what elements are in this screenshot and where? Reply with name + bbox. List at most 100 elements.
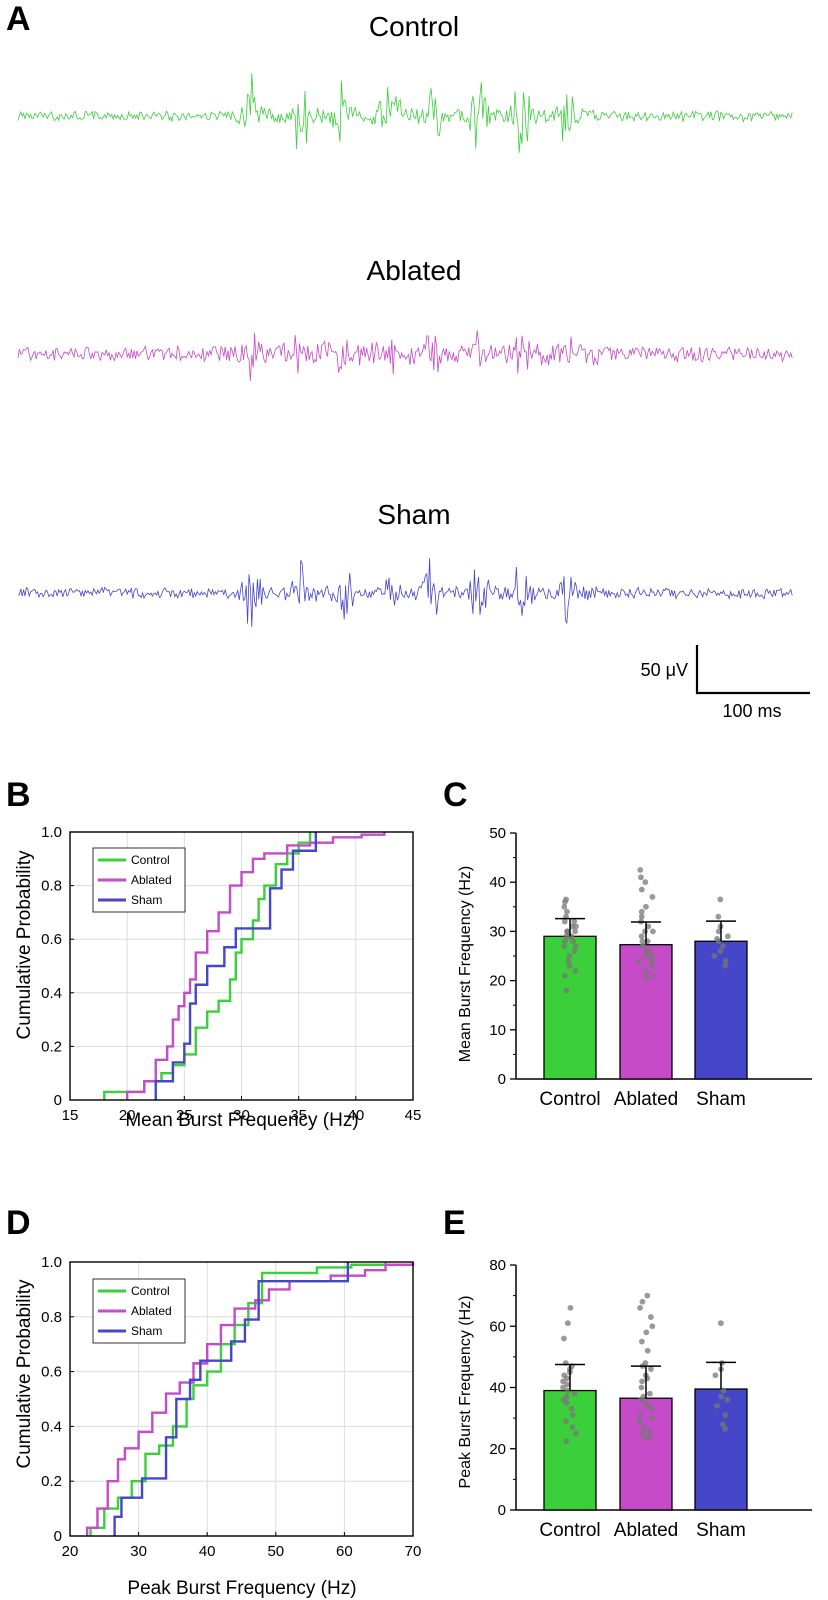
- e-point-ablated: [640, 1424, 647, 1431]
- e-category-label: Control: [539, 1520, 600, 1541]
- d-series-sham: [113, 1262, 350, 1536]
- e-point-control: [571, 1390, 578, 1397]
- c-point-sham: [722, 962, 729, 969]
- c-point-ablated: [642, 879, 649, 886]
- c-point-ablated: [636, 958, 643, 964]
- c-point-ablated: [639, 938, 646, 945]
- e-point-ablated: [638, 1338, 645, 1345]
- b-series-control: [103, 832, 312, 1100]
- b-y-tick-label: 1.0: [41, 824, 62, 841]
- trace-title-control: Control: [369, 11, 459, 42]
- e-point-ablated: [636, 1412, 643, 1418]
- e-point-ablated: [637, 1304, 643, 1311]
- b-y-tick-label: 0.4: [41, 985, 62, 1002]
- c-point-ablated: [638, 908, 645, 915]
- e-point-control: [563, 1438, 570, 1444]
- c-y-tick-label: 10: [489, 1022, 506, 1039]
- d-x-axis-label: Peak Burst Frequency (Hz): [127, 1578, 356, 1599]
- d-legend-label-sham: Sham: [131, 1324, 162, 1338]
- c-point-ablated: [637, 867, 644, 873]
- c-point-control: [571, 948, 578, 954]
- e-point-sham: [722, 1425, 728, 1432]
- e-point-ablated: [639, 1298, 646, 1305]
- d-x-tick-label: 40: [199, 1543, 216, 1560]
- d-x-tick-label: 70: [405, 1543, 422, 1560]
- e-point-ablated: [646, 1390, 653, 1397]
- e-point-control: [569, 1424, 576, 1431]
- d-y-tick-label: 1.0: [41, 1254, 62, 1271]
- c-point-ablated: [642, 928, 648, 935]
- panel-a: A Control Ablated Sham 50 μV 100 ms: [6, 0, 810, 721]
- e-y-tick-label: 40: [489, 1380, 506, 1397]
- e-point-sham: [722, 1412, 729, 1418]
- b-x-tick-label: 15: [62, 1107, 79, 1124]
- d-series: [85, 1262, 415, 1536]
- c-bar-sham: [694, 940, 748, 1080]
- b-x-tick-label: 25: [176, 1107, 193, 1124]
- c-category-label: Ablated: [614, 1089, 678, 1110]
- e-y-tick-label: 20: [489, 1441, 506, 1458]
- scale-bar-time-label: 100 ms: [722, 701, 781, 721]
- e-point-ablated: [647, 1433, 653, 1440]
- b-legend-label-ablated: Ablated: [131, 873, 172, 887]
- b-plot-frame: [69, 831, 414, 1101]
- c-y-tick-label: 30: [489, 923, 506, 940]
- e-point-control: [561, 1335, 567, 1342]
- e-point-ablated: [649, 1323, 656, 1330]
- scale-bar-voltage-label: 50 μV: [641, 660, 688, 680]
- c-point-ablated: [649, 953, 656, 959]
- c-point-control: [562, 972, 568, 979]
- c-point-control: [564, 908, 570, 915]
- c-y-tick-label: 0: [498, 1071, 506, 1088]
- c-point-control: [570, 938, 576, 945]
- b-series: [103, 832, 386, 1100]
- c-point-control: [563, 987, 570, 994]
- c-point-control: [566, 962, 573, 969]
- c-point-ablated: [648, 958, 655, 964]
- b-series-sham: [154, 832, 318, 1100]
- b-legend-label-sham: Sham: [131, 893, 162, 907]
- e-point-ablated: [644, 1347, 651, 1354]
- c-point-sham: [715, 928, 722, 935]
- c-category-label: Sham: [696, 1089, 746, 1110]
- panel-label-a: A: [6, 0, 31, 38]
- e-point-ablated: [640, 1393, 647, 1400]
- d-y-tick-label: 0.6: [41, 1364, 62, 1381]
- e-point-ablated: [638, 1384, 645, 1391]
- d-x-tick-label: 20: [62, 1543, 79, 1560]
- c-point-sham: [724, 933, 731, 940]
- c-point-ablated: [649, 972, 656, 979]
- b-y-tick-label: 0.6: [41, 931, 62, 948]
- b-x-tick-label: 35: [290, 1107, 307, 1124]
- c-point-sham: [715, 913, 722, 920]
- d-ticks: 20 30 40 50 60 70 0 0.2 0.4 0.6 0.8 1.0: [41, 1254, 421, 1560]
- trace-control: [17, 73, 793, 153]
- e-point-ablated: [636, 1418, 643, 1425]
- e-point-ablated: [649, 1415, 656, 1422]
- b-y-tick-label: 0.8: [41, 878, 62, 895]
- c-point-control: [563, 896, 569, 903]
- c-point-ablated: [649, 894, 656, 900]
- b-x-tick-label: 40: [347, 1107, 364, 1124]
- c-point-control: [564, 928, 571, 935]
- e-point-sham: [719, 1421, 726, 1428]
- b-y-tick-label: 0: [54, 1092, 62, 1109]
- d-x-tick-label: 50: [267, 1543, 284, 1560]
- c-point-ablated: [644, 948, 651, 954]
- c-point-ablated: [638, 913, 645, 920]
- e-point-sham: [720, 1387, 727, 1394]
- c-y-tick-label: 50: [489, 825, 506, 842]
- c-point-sham: [717, 896, 724, 903]
- e-point-ablated: [639, 1430, 646, 1437]
- e-y-tick-label: 60: [489, 1318, 506, 1335]
- d-plot-frame: [69, 1261, 414, 1537]
- b-legend: Control Ablated Sham: [92, 847, 186, 913]
- e-point-ablated: [644, 1292, 651, 1299]
- c-point-ablated: [640, 943, 647, 950]
- e-point-control: [564, 1387, 571, 1394]
- c-point-control: [562, 938, 568, 945]
- c-point-control: [572, 943, 579, 950]
- e-bar-sham: [694, 1388, 748, 1511]
- e-point-ablated: [643, 1329, 650, 1336]
